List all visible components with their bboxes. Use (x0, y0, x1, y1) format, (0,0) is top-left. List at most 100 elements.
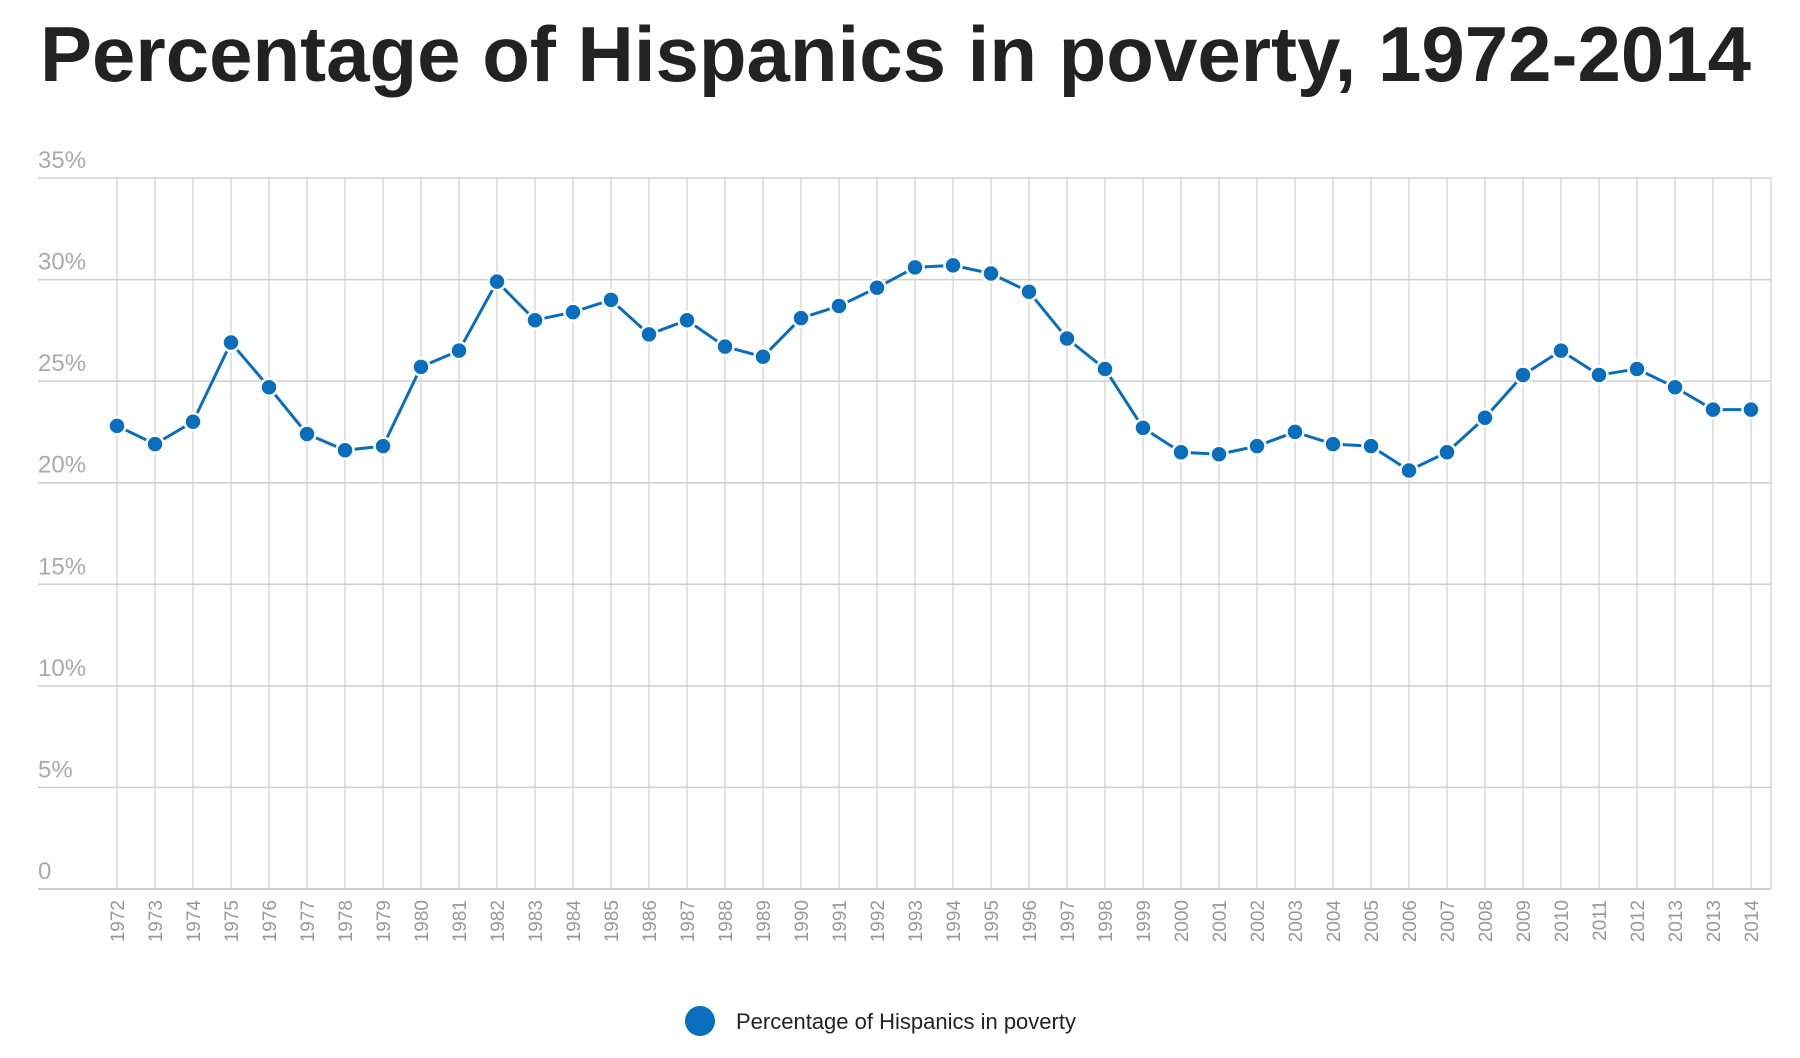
legend-label: Percentage of Hispanics in poverty (736, 1009, 1076, 1034)
data-point (411, 357, 431, 377)
data-point (601, 290, 621, 310)
data-point (753, 347, 773, 367)
y-tick-label: 0 (38, 858, 51, 885)
series-line (116, 263, 1751, 473)
x-tick-label: 1981 (450, 900, 471, 942)
x-tick-label: 1977 (298, 900, 319, 942)
data-point (1475, 407, 1495, 428)
data-point (1361, 436, 1381, 456)
legend-marker (685, 1006, 715, 1036)
data-point (1703, 399, 1723, 420)
x-tick-label: 2002 (1248, 900, 1269, 942)
data-point (829, 296, 849, 316)
x-tick-label: 2003 (1286, 900, 1307, 942)
data-point (183, 412, 203, 432)
x-tick-label: 2007 (1438, 900, 1459, 942)
x-tick-label: 2005 (1362, 900, 1383, 942)
legend: Percentage of Hispanics in poverty (685, 1006, 1076, 1036)
x-tick-label: 1995 (982, 900, 1003, 942)
x-tick-label: 2008 (1476, 900, 1497, 942)
data-point (1665, 377, 1685, 397)
data-point (1095, 359, 1115, 379)
data-point (1437, 442, 1457, 462)
x-tick-label: 2004 (1324, 900, 1345, 943)
x-tick-label: 1979 (374, 900, 395, 942)
data-point (981, 263, 1001, 284)
data-point (1589, 365, 1609, 385)
x-tick-label: 1973 (146, 900, 167, 942)
x-tick-label: 1983 (526, 900, 547, 942)
data-series (107, 255, 1761, 481)
data-point (335, 440, 355, 460)
grid-lines (38, 177, 1772, 890)
data-point (791, 308, 811, 328)
x-tick-label: 1980 (412, 900, 433, 942)
data-point (715, 336, 735, 357)
data-point (487, 271, 507, 292)
x-tick-label: 1984 (564, 900, 585, 943)
data-point (905, 257, 925, 278)
x-tick-label: 1999 (1134, 900, 1155, 942)
x-axis-ticks: 1972 1973 1974 1975 1976 1977 1978 1979 1980 1981… (108, 900, 1763, 943)
data-point (297, 424, 317, 444)
data-point (1627, 359, 1647, 379)
x-tick-label: 1988 (716, 900, 737, 942)
data-point (1741, 399, 1761, 420)
data-point (1019, 282, 1039, 302)
y-tick-label: 25% (38, 350, 86, 377)
y-tick-label: 15% (38, 553, 86, 580)
data-point (1323, 434, 1343, 454)
x-tick-label: 1996 (1020, 900, 1041, 942)
y-tick-label: 5% (38, 756, 73, 783)
x-tick-label: 1997 (1058, 900, 1079, 942)
x-tick-label: 2001 (1210, 900, 1231, 942)
x-tick-label: 1976 (260, 900, 281, 942)
data-point (677, 310, 697, 330)
x-tick-label: 2006 (1400, 900, 1421, 942)
data-point (1551, 340, 1571, 361)
data-point (373, 436, 393, 456)
x-tick-label: 1998 (1096, 900, 1117, 942)
x-tick-label: 1994 (944, 900, 965, 943)
data-point (1209, 444, 1229, 465)
data-point (107, 416, 127, 436)
y-tick-label: 20% (38, 452, 86, 479)
x-tick-label: 2012 (1628, 900, 1649, 942)
data-point (639, 324, 659, 345)
x-tick-label: 1987 (678, 900, 699, 942)
data-point (1133, 418, 1153, 438)
data-point (1057, 328, 1077, 349)
data-point (221, 332, 241, 353)
x-tick-label: 1989 (754, 900, 775, 942)
x-tick-label: 1990 (792, 900, 813, 942)
y-tick-label: 35% (38, 147, 86, 174)
data-point (867, 277, 887, 298)
x-tick-label: 2009 (1514, 900, 1535, 942)
x-tick-label: 1975 (222, 900, 243, 942)
data-point (525, 310, 545, 330)
data-point (145, 434, 165, 454)
x-tick-label: 2013 (1666, 900, 1687, 942)
x-tick-label: 2010 (1552, 900, 1573, 942)
x-tick-label: 1992 (868, 900, 889, 942)
x-tick-label: 2000 (1172, 900, 1193, 942)
y-axis-ticks: 0 5% 10% 15% 20% 25% 30% 35% (38, 147, 86, 885)
data-point (1399, 460, 1419, 481)
x-tick-label: 1982 (488, 900, 509, 942)
data-point (259, 377, 279, 397)
x-tick-label: 1993 (906, 900, 927, 942)
data-point (563, 302, 583, 322)
x-tick-label: 1974 (184, 900, 205, 943)
data-point (943, 255, 963, 276)
x-tick-label: 1985 (602, 900, 623, 942)
x-tick-label: 2013 (1704, 900, 1725, 942)
data-point (1285, 422, 1305, 442)
x-tick-label: 1991 (830, 900, 851, 942)
x-tick-label: 1978 (336, 900, 357, 942)
x-tick-label: 1986 (640, 900, 661, 942)
data-point (449, 340, 469, 361)
y-tick-label: 10% (38, 655, 86, 682)
data-point (1513, 365, 1533, 385)
y-tick-label: 30% (38, 249, 86, 276)
